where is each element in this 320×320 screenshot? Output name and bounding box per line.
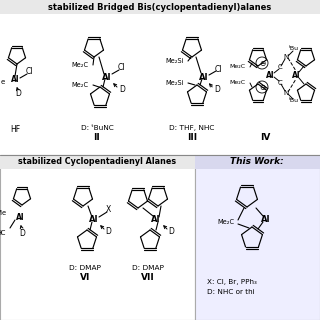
Text: D: DMAP: D: DMAP <box>132 265 164 271</box>
Text: Me₂C: Me₂C <box>217 219 234 225</box>
Text: C: C <box>278 80 282 86</box>
Text: Cl: Cl <box>117 63 125 73</box>
Text: Al: Al <box>266 70 274 79</box>
FancyBboxPatch shape <box>195 155 320 320</box>
Text: ⊖: ⊖ <box>259 59 265 68</box>
Text: ᵗBu: ᵗBu <box>289 99 299 103</box>
Text: D: D <box>105 228 111 236</box>
Text: D: NHC or thi: D: NHC or thi <box>207 289 255 295</box>
Text: C: C <box>278 64 282 70</box>
FancyBboxPatch shape <box>0 155 195 169</box>
Text: VII: VII <box>141 274 155 283</box>
Text: Cl: Cl <box>214 66 222 75</box>
Text: Me₂Si: Me₂Si <box>165 58 184 64</box>
Text: Al: Al <box>89 215 99 225</box>
Text: N: N <box>284 90 289 96</box>
Text: Me₂C: Me₂C <box>72 82 89 88</box>
Text: ᵗBu: ᵗBu <box>289 46 299 52</box>
Text: Cl: Cl <box>25 68 33 76</box>
Text: Me₂C: Me₂C <box>72 62 89 68</box>
Text: Al: Al <box>102 73 112 82</box>
Text: IV: IV <box>260 133 270 142</box>
Text: D: ᵗBuNC: D: ᵗBuNC <box>81 125 113 131</box>
Text: Al: Al <box>151 215 161 225</box>
Text: Al: Al <box>261 215 271 225</box>
Text: stabilized Cyclopentadienyl Alanes: stabilized Cyclopentadienyl Alanes <box>18 157 176 166</box>
Text: Al: Al <box>292 70 300 79</box>
Text: e: e <box>1 79 5 85</box>
Text: D: D <box>119 85 125 94</box>
Text: D: D <box>15 90 21 99</box>
Text: X: Cl, Br, PPh₃: X: Cl, Br, PPh₃ <box>207 279 257 285</box>
Text: D: THF, NHC: D: THF, NHC <box>169 125 215 131</box>
Text: N: N <box>284 54 289 60</box>
Text: Al: Al <box>16 213 24 222</box>
Text: D: D <box>19 228 25 237</box>
Text: Me₂Si: Me₂Si <box>165 80 184 86</box>
Text: Me₂C: Me₂C <box>230 81 246 85</box>
Text: D: DMAP: D: DMAP <box>69 265 101 271</box>
Text: Al: Al <box>11 76 19 84</box>
Text: X: X <box>105 205 111 214</box>
Text: HC: HC <box>0 230 6 236</box>
Text: This Work:: This Work: <box>230 157 284 166</box>
Text: D: D <box>214 85 220 94</box>
Text: ⊖: ⊖ <box>259 83 265 92</box>
FancyBboxPatch shape <box>0 155 195 320</box>
Text: _Me: _Me <box>0 210 6 216</box>
Text: D: D <box>168 228 174 236</box>
Text: Me₂C: Me₂C <box>230 65 246 69</box>
Text: HF: HF <box>10 125 20 134</box>
FancyBboxPatch shape <box>195 155 320 169</box>
Text: II: II <box>94 133 100 142</box>
Text: VI: VI <box>80 274 90 283</box>
Text: III: III <box>187 133 197 142</box>
Text: stabilized Bridged Bis(cyclopentadienyl)alanes: stabilized Bridged Bis(cyclopentadienyl)… <box>48 3 272 12</box>
Text: Al: Al <box>199 73 209 82</box>
FancyBboxPatch shape <box>0 0 320 14</box>
